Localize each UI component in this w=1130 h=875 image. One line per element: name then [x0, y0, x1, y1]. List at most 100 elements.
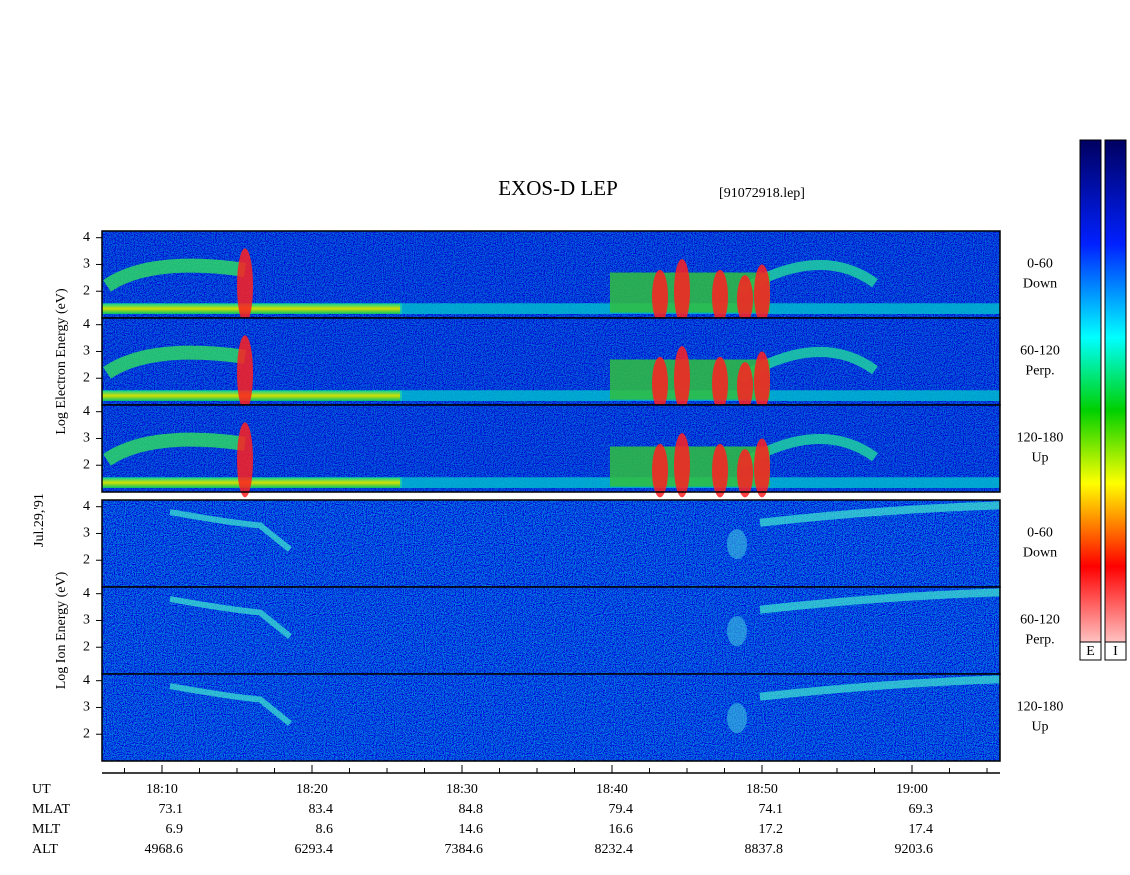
electron-arc — [103, 432, 246, 466]
time-tick-label: 18:50 — [746, 782, 778, 797]
electron-burst — [737, 362, 753, 411]
ephemeris-value: 83.4 — [309, 802, 334, 817]
ion-trace — [727, 616, 747, 647]
colorbar-label: E — [1086, 644, 1095, 659]
direction-label: Down — [1023, 277, 1057, 292]
y-tick-label: 2 — [83, 552, 90, 567]
ephemeris-value: 6.9 — [166, 822, 184, 837]
electron-burst — [674, 346, 690, 411]
ion-trace — [759, 501, 1001, 527]
electron-burst — [674, 433, 690, 498]
ephemeris-value: 6293.4 — [295, 842, 334, 857]
ion-trace — [169, 683, 292, 726]
y-tick-label: 2 — [83, 639, 90, 654]
time-tick-label: 18:10 — [146, 782, 178, 797]
electron-burst — [754, 351, 770, 411]
direction-label: Perp. — [1025, 364, 1054, 379]
electron-burst — [237, 335, 253, 411]
electron-burst — [237, 422, 253, 498]
ion-trace — [759, 588, 1001, 614]
ephemeris-value: 84.8 — [459, 802, 484, 817]
ephemeris-value: 4968.6 — [145, 842, 184, 857]
pitch-label: 0-60 — [1027, 257, 1053, 272]
colorbar: E I — [1079, 139, 1127, 661]
electron-burst — [652, 269, 668, 324]
pitch-label: 60-120 — [1020, 613, 1060, 628]
colorbar-label: I — [1113, 644, 1118, 659]
ion-trace — [727, 529, 747, 560]
ephemeris-value: 9203.6 — [895, 842, 934, 857]
y-tick-label: 3 — [83, 526, 90, 541]
panel-frame — [101, 673, 1001, 762]
electron-burst — [652, 356, 668, 411]
direction-label: Up — [1031, 720, 1048, 735]
ephemeris-value: 17.2 — [759, 822, 784, 837]
y-tick-label: 4 — [83, 586, 90, 601]
electron-burst — [712, 443, 728, 498]
row-label: UT — [32, 782, 51, 797]
y-tick-label: 3 — [83, 344, 90, 359]
ephemeris-value: 14.6 — [459, 822, 484, 837]
file-label: [91072918.lep] — [719, 186, 805, 201]
ion-trace — [169, 509, 292, 552]
ion-trace — [727, 703, 747, 734]
electron-band — [102, 477, 402, 488]
panel-frame — [101, 404, 1001, 493]
label-box — [1104, 641, 1127, 661]
y-tick-label: 2 — [83, 726, 90, 741]
electron-burst — [652, 443, 668, 498]
time-tick-label: 18:30 — [446, 782, 478, 797]
ephemeris-value: 79.4 — [609, 802, 634, 817]
row-label: MLAT — [32, 802, 71, 817]
time-tick-label: 19:00 — [896, 782, 928, 797]
direction-label: Perp. — [1025, 633, 1054, 648]
y-tick-label: 4 — [83, 673, 90, 688]
ephemeris-value: 69.3 — [909, 802, 934, 817]
title: EXOS-D LEP — [498, 176, 618, 200]
electron-burst — [674, 259, 690, 324]
y-tick-label: 4 — [83, 404, 90, 419]
y-tick-label: 3 — [83, 431, 90, 446]
y-tick-label: 3 — [83, 613, 90, 628]
electron-arc — [103, 258, 246, 292]
ephemeris-value: 16.6 — [609, 822, 634, 837]
time-tick-label: 18:20 — [296, 782, 328, 797]
electron-burst — [754, 264, 770, 324]
electron-burst — [712, 269, 728, 324]
date-label: Jul.29,'91 — [32, 493, 47, 547]
electron-burst — [737, 275, 753, 324]
ephemeris-value: 8.6 — [316, 822, 334, 837]
direction-label: Down — [1023, 546, 1057, 561]
electron-burst — [712, 356, 728, 411]
y-tick-label: 4 — [83, 230, 90, 245]
electron-band — [102, 303, 402, 314]
electron-burst — [237, 248, 253, 324]
row-label: ALT — [32, 842, 58, 857]
direction-label: Up — [1031, 451, 1048, 466]
energy-axis-label: Log Electron Energy (eV) — [54, 288, 69, 435]
pitch-label: 120-180 — [1017, 700, 1064, 715]
ephemeris-value: 73.1 — [159, 802, 184, 817]
ion-trace — [169, 596, 292, 639]
electron-burst — [754, 438, 770, 498]
y-tick-label: 3 — [83, 700, 90, 715]
ion-trace — [759, 675, 1001, 701]
ephemeris-value: 7384.6 — [445, 842, 484, 857]
electron-arc — [103, 345, 246, 379]
y-tick-label: 2 — [83, 370, 90, 385]
pitch-label: 60-120 — [1020, 344, 1060, 359]
ephemeris-value: 8232.4 — [595, 842, 634, 857]
pitch-label: 0-60 — [1027, 526, 1053, 541]
y-tick-label: 2 — [83, 283, 90, 298]
colorbar-e — [1079, 139, 1102, 661]
colorbar-i — [1104, 139, 1127, 661]
y-tick-label: 4 — [83, 499, 90, 514]
electron-burst — [737, 449, 753, 498]
y-tick-label: 4 — [83, 317, 90, 332]
y-tick-label: 3 — [83, 257, 90, 272]
y-tick-label: 2 — [83, 457, 90, 472]
row-label: MLT — [32, 822, 61, 837]
energy-axis-label: Log Ion Energy (eV) — [54, 571, 69, 689]
ephemeris-value: 8837.8 — [745, 842, 784, 857]
